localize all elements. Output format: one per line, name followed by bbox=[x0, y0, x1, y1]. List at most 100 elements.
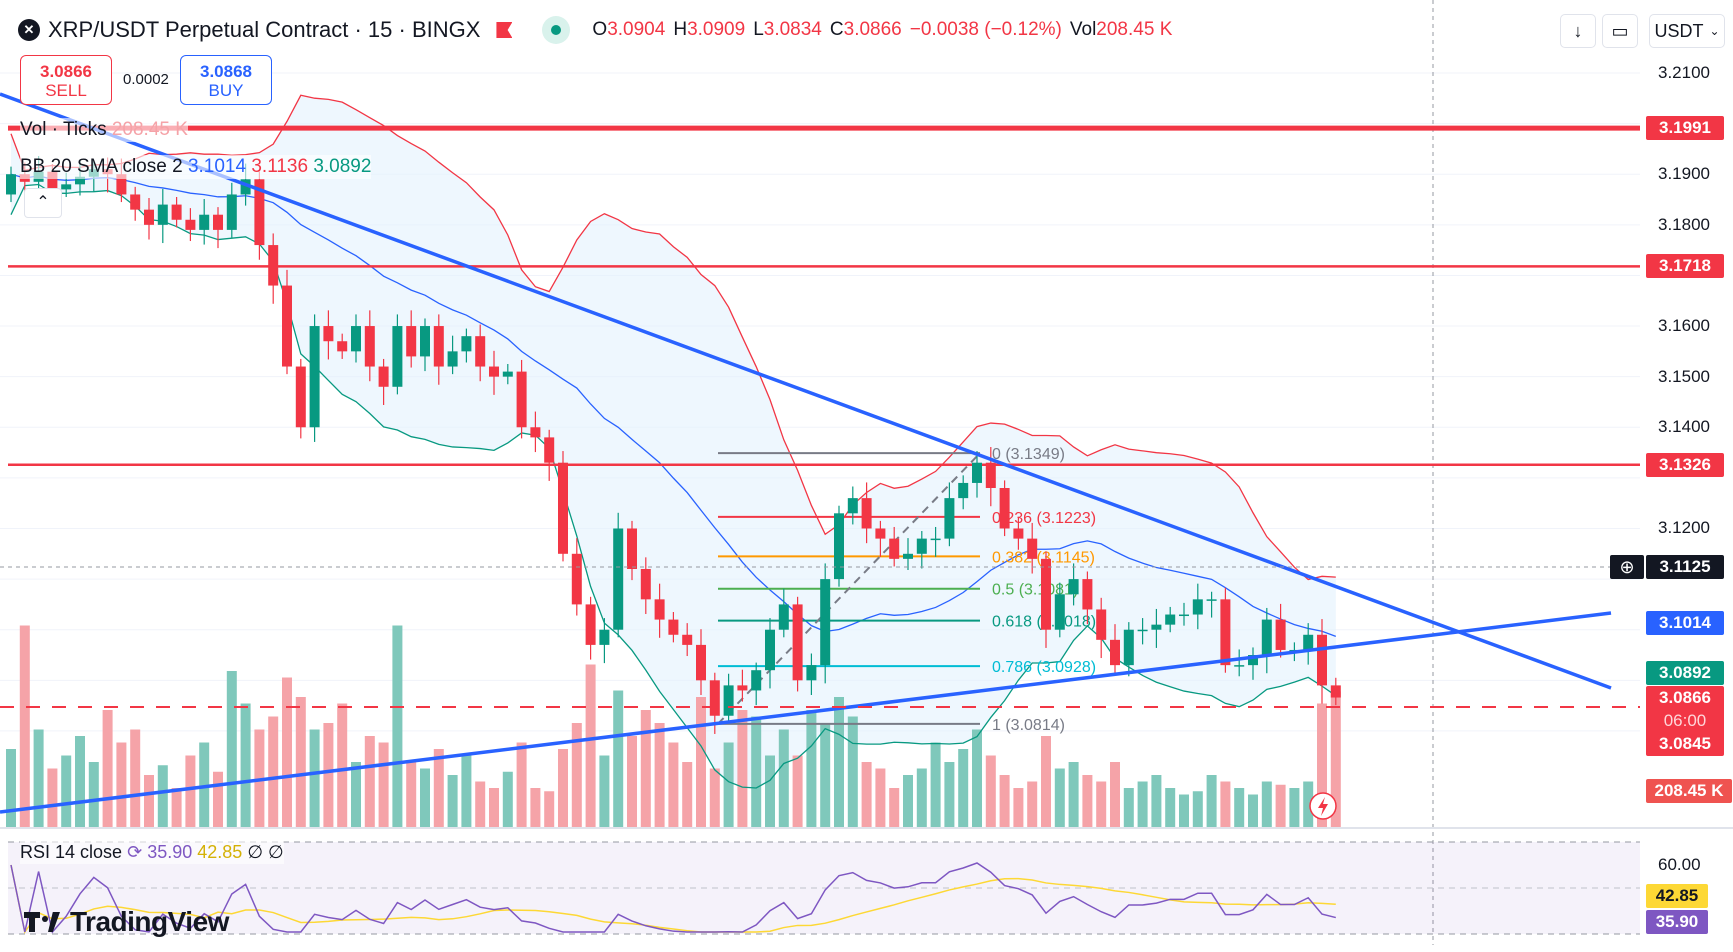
volume-bar bbox=[1248, 794, 1258, 827]
last-price-label: 3.0866 06:00 3.0845 bbox=[1646, 686, 1724, 756]
volume-bar bbox=[1275, 784, 1286, 827]
volume-bar bbox=[1330, 691, 1341, 827]
candle-body bbox=[1123, 629, 1134, 666]
volume-bar bbox=[530, 788, 541, 827]
candle-body bbox=[1192, 599, 1203, 615]
volume-bar bbox=[130, 729, 141, 827]
candle-body bbox=[889, 538, 900, 559]
candle-body bbox=[75, 176, 85, 185]
candle-body bbox=[47, 171, 58, 190]
collapse-legend-button[interactable]: ⌃ bbox=[24, 188, 62, 218]
volume-bar bbox=[696, 697, 706, 827]
candle-body bbox=[323, 326, 334, 342]
volume-bar bbox=[985, 755, 996, 827]
add-alert-plus-icon[interactable]: ⊕ bbox=[1610, 555, 1644, 579]
candle-body bbox=[1317, 634, 1327, 686]
candle-body bbox=[1082, 579, 1093, 610]
volume-bar bbox=[861, 762, 872, 827]
horizontal-levels[interactable] bbox=[8, 125, 1640, 466]
fib-level-label: 0.5 (3.1081) bbox=[992, 582, 1078, 599]
rsi-label: 35.90 bbox=[1646, 910, 1708, 934]
symbol-title[interactable]: XRP/USDT Perpetual Contract · 15 · BINGX bbox=[48, 17, 481, 42]
volume-bar bbox=[1068, 762, 1079, 827]
volume-bar bbox=[1165, 788, 1176, 827]
currency-select[interactable]: USDT ⌄ bbox=[1649, 14, 1725, 48]
volume-bar bbox=[502, 771, 513, 827]
volume-bar bbox=[433, 749, 444, 827]
candle-body bbox=[778, 604, 789, 630]
volume-bar bbox=[1206, 775, 1217, 827]
candle-body bbox=[875, 528, 886, 539]
volume-bar bbox=[392, 625, 403, 827]
volume-bar bbox=[1179, 794, 1189, 827]
bb-legend[interactable]: BB 20 SMA close 2 3.1014 3.1136 3.0892 bbox=[20, 155, 372, 179]
volume-legend[interactable]: Vol · Ticks 208.45 K bbox=[20, 118, 188, 142]
crosshair-price-label: 3.1125 bbox=[1646, 555, 1724, 579]
fullscreen-button[interactable]: ▭ bbox=[1602, 14, 1638, 48]
candle-body bbox=[1096, 609, 1107, 640]
buy-button[interactable]: 3.0868 BUY bbox=[180, 55, 272, 105]
ascending-trendline[interactable] bbox=[0, 611, 1612, 814]
volume-bar bbox=[571, 723, 582, 827]
volume-bar bbox=[213, 771, 223, 827]
volume-bar bbox=[282, 677, 292, 827]
level-price-label: 3.1991 bbox=[1646, 116, 1724, 141]
level-price-label: 3.1718 bbox=[1646, 254, 1724, 279]
volume-bar bbox=[1054, 768, 1065, 827]
volume-bar bbox=[544, 791, 555, 827]
rsi-ma-label: 42.85 bbox=[1646, 884, 1708, 908]
candle-body bbox=[558, 462, 568, 554]
volume-bar bbox=[47, 768, 58, 827]
volume-bar bbox=[475, 781, 486, 827]
volume-bar bbox=[1013, 788, 1024, 827]
fib-level-label: 0 (3.1349) bbox=[992, 446, 1065, 463]
volume-bar bbox=[1027, 781, 1038, 827]
volume-bar bbox=[972, 729, 982, 827]
sell-button[interactable]: 3.0866 SELL bbox=[20, 55, 112, 105]
volume-bar bbox=[682, 762, 693, 827]
candle-body bbox=[544, 437, 555, 463]
candle-body bbox=[475, 336, 486, 367]
volume-bar bbox=[585, 664, 596, 827]
rsi-line bbox=[10, 862, 1336, 934]
candle-body bbox=[254, 179, 265, 246]
candle-body bbox=[1151, 624, 1162, 630]
market-status-icon[interactable] bbox=[542, 16, 571, 44]
candle-body bbox=[613, 528, 624, 630]
candle-body bbox=[157, 204, 168, 225]
candle-body bbox=[1220, 599, 1231, 666]
candle-body bbox=[930, 538, 941, 541]
rsi-legend[interactable]: RSI 14 close ⟳ 35.90 42.85 ∅ ∅ bbox=[20, 840, 284, 864]
fib-level-label: 1 (3.0814) bbox=[992, 717, 1065, 734]
lightning-glyph bbox=[1318, 797, 1328, 816]
volume-bar bbox=[958, 749, 969, 827]
tradingview-logo[interactable]: TradingView bbox=[24, 906, 229, 938]
price-tick: 3.1800 bbox=[1658, 214, 1710, 234]
volume-bar bbox=[737, 710, 748, 827]
candle-body bbox=[1303, 634, 1314, 650]
candle-body bbox=[1041, 558, 1051, 630]
descending-trendline[interactable] bbox=[0, 92, 1612, 690]
candle-body bbox=[364, 326, 375, 367]
volume-bar bbox=[668, 742, 679, 827]
volume-bar bbox=[999, 775, 1010, 827]
candle-body bbox=[958, 482, 969, 499]
candle-body bbox=[1137, 629, 1148, 632]
candle-body bbox=[6, 174, 16, 195]
volume-bar bbox=[834, 697, 844, 827]
refresh-icon[interactable]: ⟳ bbox=[127, 842, 143, 862]
candle-body bbox=[1330, 685, 1341, 698]
volume-bar bbox=[1220, 781, 1231, 827]
candle-body bbox=[1027, 538, 1038, 559]
download-button[interactable]: ↓ bbox=[1560, 14, 1596, 48]
candle-body bbox=[668, 619, 679, 635]
volume-bar bbox=[88, 762, 99, 827]
volume-bar bbox=[654, 723, 665, 827]
volume-bar bbox=[723, 742, 734, 827]
volume-bar bbox=[613, 690, 624, 827]
volume-bar bbox=[709, 768, 720, 827]
flag-icon[interactable] bbox=[496, 22, 513, 38]
candle-body bbox=[654, 599, 665, 620]
volume-bar bbox=[240, 703, 251, 827]
